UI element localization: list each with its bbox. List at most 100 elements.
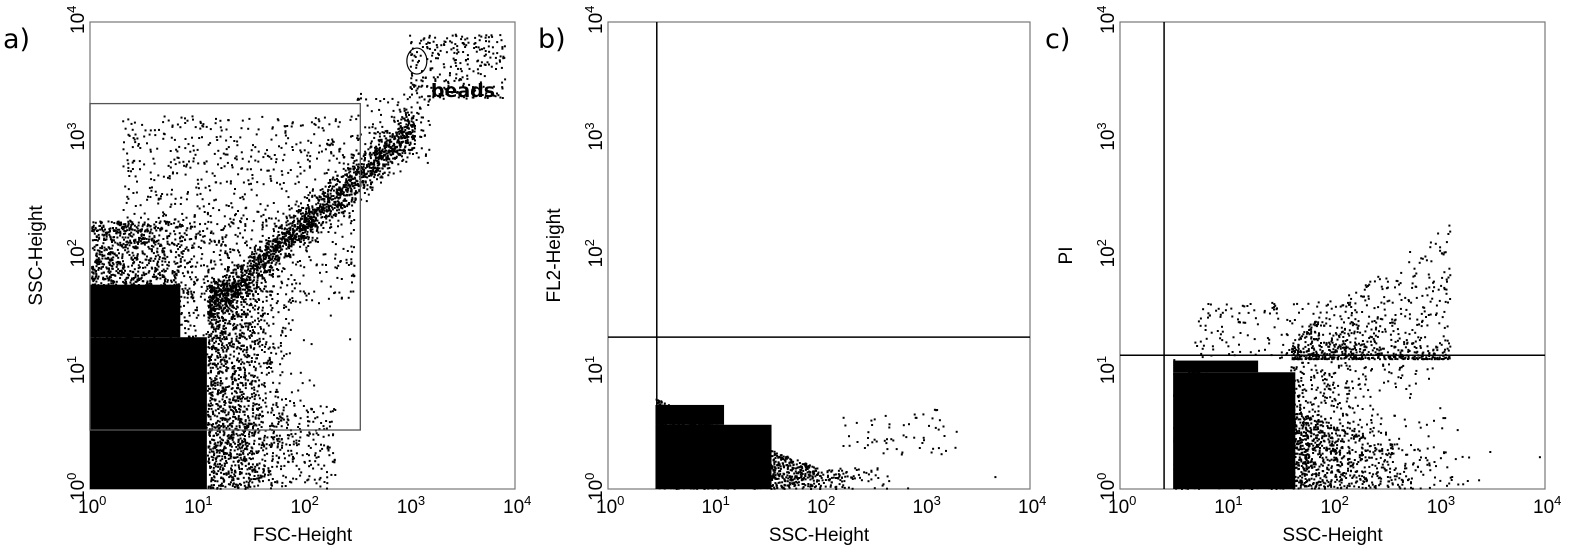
scatter-point: [148, 313, 151, 316]
scatter-point: [209, 286, 212, 289]
scatter-point: [147, 245, 150, 248]
scatter-point: [139, 240, 142, 243]
scatter-point: [121, 331, 123, 334]
scatter-point: [273, 230, 275, 233]
scatter-point: [95, 253, 98, 255]
scatter-point: [134, 257, 136, 259]
scatter-point: [135, 230, 138, 233]
scatter-point: [175, 365, 178, 368]
scatter-point: [119, 332, 122, 335]
scatter-point: [274, 391, 277, 393]
scatter-point: [234, 283, 237, 286]
scatter-point: [280, 416, 282, 419]
scatter-point: [210, 332, 213, 335]
scatter-point: [111, 397, 114, 400]
scatter-point: [129, 241, 132, 244]
scatter-point: [213, 239, 216, 242]
scatter-point: [215, 291, 218, 294]
scatter-point: [262, 471, 265, 474]
scatter-point: [159, 324, 162, 327]
scatter-point: [105, 322, 108, 325]
scatter-point: [219, 280, 222, 283]
scatter-point: [126, 251, 129, 254]
scatter-point: [91, 296, 93, 299]
scatter-point: [137, 229, 140, 232]
scatter-point: [241, 439, 244, 442]
scatter-point: [209, 399, 212, 402]
scatter-point: [96, 287, 99, 290]
scatter-point: [240, 483, 242, 486]
scatter-point: [129, 361, 132, 364]
scatter-point: [265, 341, 268, 344]
scatter-point: [206, 389, 209, 392]
scatter-point: [160, 419, 163, 421]
scatter-point: [223, 284, 226, 287]
scatter-point: [261, 290, 264, 293]
scatter-point: [268, 346, 271, 349]
scatter-point: [160, 284, 163, 287]
scatter-point: [251, 260, 254, 262]
scatter-point: [224, 330, 227, 333]
scatter-point: [173, 379, 176, 382]
scatter-point: [237, 285, 240, 288]
scatter-point: [136, 412, 139, 415]
scatter-point: [147, 408, 150, 411]
scatter-point: [164, 453, 167, 456]
scatter-point: [262, 258, 265, 260]
scatter-point: [107, 409, 110, 411]
scatter-point: [281, 441, 284, 444]
scatter-point: [204, 222, 207, 225]
scatter-point: [267, 257, 270, 260]
scatter-point: [208, 322, 211, 325]
scatter-point: [144, 229, 147, 232]
scatter-point: [154, 243, 157, 246]
scatter-point: [238, 424, 241, 427]
scatter-point: [188, 438, 191, 441]
scatter-point: [125, 369, 128, 371]
scatter-point: [143, 302, 146, 305]
scatter-point: [127, 352, 130, 355]
scatter-point: [157, 316, 159, 319]
scatter-point: [119, 221, 122, 224]
scatter-point: [250, 383, 253, 386]
scatter-point: [413, 130, 416, 133]
scatter-point: [91, 277, 93, 280]
scatter-point: [385, 146, 388, 149]
scatter-point: [180, 251, 183, 254]
scatter-point: [212, 456, 215, 459]
scatter-point: [236, 300, 239, 302]
scatter-point: [149, 351, 152, 354]
scatter-point: [126, 361, 129, 364]
scatter-point: [98, 314, 101, 317]
scatter-point: [93, 290, 96, 293]
scatter-point: [156, 342, 159, 345]
scatter-point: [199, 233, 202, 236]
scatter-point: [174, 328, 177, 330]
scatter-point: [355, 183, 358, 186]
scatter-point: [397, 163, 400, 166]
scatter-point: [221, 455, 224, 458]
scatter-point: [156, 411, 159, 414]
scatter-point: [367, 163, 370, 165]
scatter-point: [153, 337, 156, 340]
scatter-point: [232, 441, 235, 444]
scatter-point: [205, 426, 208, 429]
scatter-point: [308, 220, 311, 222]
scatter-point: [174, 238, 177, 241]
scatter-point: [233, 322, 236, 325]
scatter-point: [100, 359, 103, 362]
scatter-point: [177, 265, 180, 268]
scatter-point: [267, 474, 270, 477]
scatter-point: [163, 276, 166, 279]
scatter-point: [136, 390, 139, 393]
scatter-point: [246, 444, 249, 447]
scatter-point: [279, 363, 282, 366]
scatter-point: [233, 470, 236, 473]
scatter-point: [91, 267, 94, 270]
scatter-point: [130, 433, 133, 436]
scatter-point: [108, 373, 111, 376]
scatter-point: [120, 417, 123, 420]
scatter-point: [242, 476, 245, 479]
scatter-point: [218, 400, 221, 403]
scatter-point: [233, 264, 236, 267]
